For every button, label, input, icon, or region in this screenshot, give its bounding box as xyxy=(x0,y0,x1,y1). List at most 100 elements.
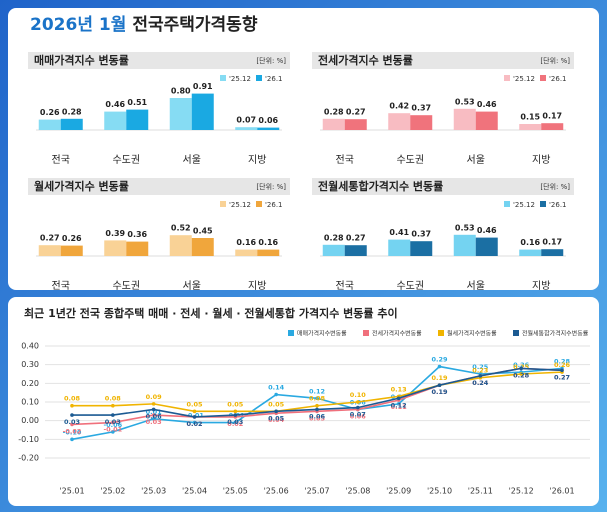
value-label: 0.07 xyxy=(350,411,366,419)
point xyxy=(111,413,115,417)
x-tick-label: '25.01 xyxy=(59,487,84,496)
point xyxy=(70,437,74,442)
panel-title: 월세가격지수 변동률 xyxy=(34,179,129,193)
point xyxy=(356,400,360,404)
value-label: 0.08 xyxy=(309,395,326,403)
y-tick-label: -0.10 xyxy=(18,435,39,444)
bar xyxy=(235,127,258,130)
value-label: 0.39 xyxy=(105,229,125,238)
value-label: 0.26 xyxy=(40,108,60,117)
top-panel xyxy=(8,8,599,290)
value-label: 0.02 xyxy=(227,420,243,428)
bar xyxy=(519,249,542,256)
value-label: 0.26 xyxy=(513,361,530,369)
category-label: 전국 xyxy=(336,154,354,166)
value-label: 0.05 xyxy=(227,400,244,408)
panel-title: 전월세통합가격지수 변동률 xyxy=(318,179,443,193)
y-tick-label: 0.00 xyxy=(21,416,39,425)
bar xyxy=(191,238,214,256)
value-label: 0.16 xyxy=(520,238,540,247)
unit-label: [단위: %] xyxy=(256,182,286,191)
category-label: 지방 xyxy=(532,154,550,166)
value-label: 0.05 xyxy=(186,400,203,408)
x-tick-label: '25.02 xyxy=(100,487,125,496)
value-label: 0.28 xyxy=(324,233,344,242)
bar xyxy=(388,113,411,130)
legend-swatch xyxy=(288,330,294,336)
value-label: 0.28 xyxy=(554,357,571,365)
legend-label: 월세가격지수변동률 xyxy=(447,330,497,338)
value-label: 0.53 xyxy=(455,223,475,232)
point xyxy=(233,413,238,417)
bar xyxy=(475,237,498,256)
line-title: 최근 1년간 전국 종합주택 매매 · 전세 · 월세 · 전월세통합 가격지수… xyxy=(24,306,398,320)
category-label: 수도권 xyxy=(396,154,424,166)
legend-label: 전세가격지수변동률 xyxy=(372,330,422,338)
point xyxy=(478,374,483,378)
point xyxy=(233,420,238,425)
value-label: 0.03 xyxy=(146,418,162,426)
value-label: 0.24 xyxy=(472,379,489,387)
panel-title: 매매가격지수 변동률 xyxy=(34,53,129,67)
category-label: 수도권 xyxy=(396,280,424,292)
point xyxy=(233,409,238,414)
value-label: 0.02 xyxy=(186,420,202,428)
legend-label: '25.12 xyxy=(513,201,535,209)
value-label: 0.46 xyxy=(105,100,125,109)
y-tick-label: 0.20 xyxy=(21,379,39,388)
category-label: 지방 xyxy=(248,154,266,166)
point xyxy=(274,409,278,414)
value-label: 0.52 xyxy=(171,224,191,233)
panel-header xyxy=(28,52,290,69)
legend-label: '25.12 xyxy=(513,75,535,83)
category-label: 수도권 xyxy=(112,280,140,292)
value-label: 0.16 xyxy=(258,238,278,247)
value-label: 0.06 xyxy=(309,412,326,420)
value-label: 0.41 xyxy=(389,228,409,237)
bar xyxy=(322,118,345,130)
legend-label: '26.1 xyxy=(265,75,283,83)
value-label: -0.06 xyxy=(103,421,122,429)
category-label: 서울 xyxy=(183,280,201,292)
bar xyxy=(344,119,367,130)
point xyxy=(151,402,156,406)
point xyxy=(70,422,74,427)
value-label: 0.91 xyxy=(193,82,213,91)
bar xyxy=(541,249,564,256)
value-label: 0.28 xyxy=(62,107,82,116)
value-label: 0.42 xyxy=(389,102,409,111)
unit-label: [단위: %] xyxy=(540,56,570,65)
legend-swatch xyxy=(220,201,226,207)
value-label: -0.01 xyxy=(103,426,122,434)
bar xyxy=(344,245,367,256)
value-label: 0.19 xyxy=(431,374,448,382)
point xyxy=(111,430,115,434)
panel-header xyxy=(312,52,574,69)
value-label: -0.02 xyxy=(63,427,82,435)
point xyxy=(70,413,74,417)
category-label: 서울 xyxy=(467,280,485,292)
legend-label: '25.12 xyxy=(229,201,251,209)
point xyxy=(111,420,115,425)
legend-label: '26.1 xyxy=(549,201,567,209)
bar xyxy=(235,249,258,256)
bar xyxy=(475,111,498,130)
x-tick-label: '25.08 xyxy=(345,487,370,496)
point xyxy=(192,420,197,425)
value-label: 0.37 xyxy=(411,230,431,239)
bar xyxy=(191,93,214,130)
value-label: 0.02 xyxy=(186,420,202,428)
x-tick-label: '25.10 xyxy=(427,487,452,496)
bar xyxy=(410,115,433,130)
point xyxy=(315,403,319,408)
point xyxy=(274,392,278,397)
x-tick-label: '25.12 xyxy=(509,487,534,496)
point xyxy=(396,402,401,406)
legend-label: '25.12 xyxy=(229,75,251,83)
category-label: 지방 xyxy=(532,280,550,292)
x-tick-label: '26.01 xyxy=(549,487,574,496)
value-label: 0.14 xyxy=(268,384,285,392)
bar xyxy=(38,245,61,256)
value-label: 0.27 xyxy=(346,234,366,243)
x-tick-label: '25.07 xyxy=(304,487,329,496)
